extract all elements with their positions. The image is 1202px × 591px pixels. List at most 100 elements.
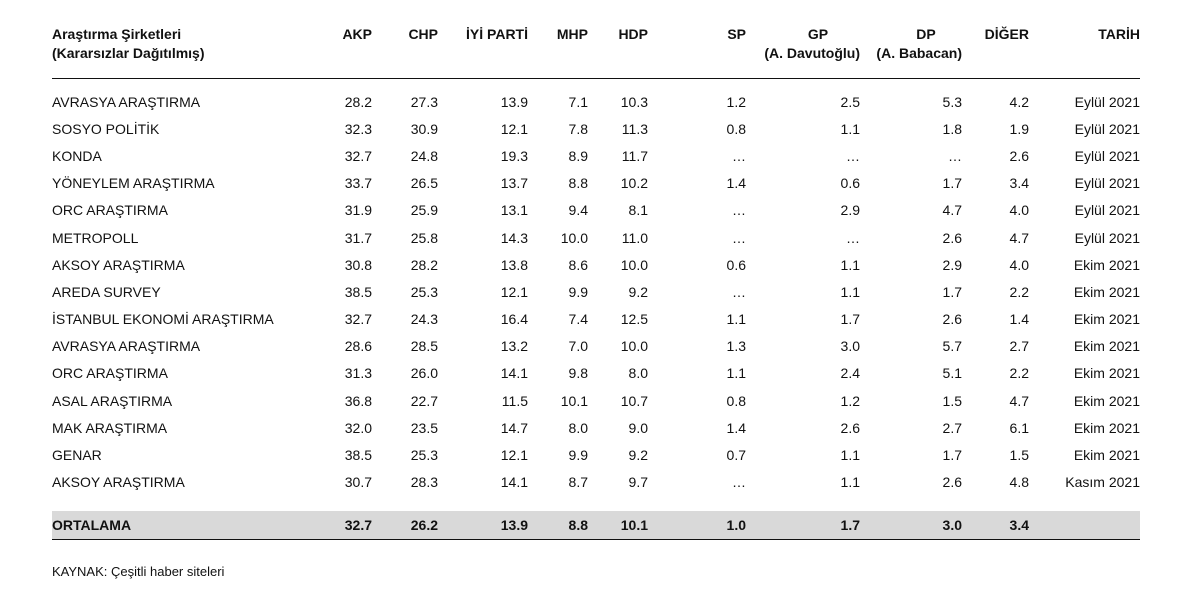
cell-tarih: Ekim 2021: [1073, 283, 1140, 300]
cell-dp: 1.7: [942, 447, 962, 464]
avg-cell-diger: 3.4: [1009, 517, 1029, 534]
cell-sp: 1.2: [726, 93, 746, 110]
cell-iyi: 14.1: [500, 474, 528, 491]
cell-name: SOSYO POLİTİK: [52, 120, 160, 137]
cell-akp: 31.7: [344, 229, 372, 246]
cell-iyi: 14.7: [500, 419, 528, 436]
cell-gp: 1.7: [840, 311, 860, 328]
table-row: AKSOY ARAŞTIRMA 30.8 28.2 13.8 8.6 10.0 0.6 1.1…: [52, 251, 1140, 278]
cell-dp: 1.8: [942, 120, 962, 137]
header-hdp: HDP: [618, 26, 648, 42]
cell-mhp: 10.1: [560, 392, 588, 409]
avg-cell-sp: 1.0: [726, 517, 746, 534]
cell-gp: 2.5: [840, 93, 860, 110]
cell-dp: 2.6: [942, 229, 962, 246]
cell-iyi: 13.1: [500, 202, 528, 219]
avg-cell-dp: 3.0: [942, 517, 962, 534]
cell-gp: 1.1: [840, 283, 860, 300]
cell-hdp: 9.2: [628, 447, 648, 464]
cell-mhp: 7.8: [568, 120, 588, 137]
cell-tarih: Ekim 2021: [1073, 338, 1140, 355]
cell-hdp: 10.0: [620, 338, 648, 355]
cell-iyi: 11.5: [501, 392, 528, 409]
cell-tarih: Eylül 2021: [1074, 229, 1140, 246]
cell-gp: 2.9: [840, 202, 860, 219]
header-iyi: İYİ PARTİ: [466, 26, 528, 42]
cell-akp: 31.9: [344, 202, 372, 219]
cell-mhp: 9.8: [568, 365, 588, 382]
cell-gp: 1.2: [840, 392, 860, 409]
table-row: METROPOLL 31.7 25.8 14.3 10.0 11.0 … … 2.6 4.7 Eyl…: [52, 224, 1140, 251]
table-row: AVRASYA ARAŞTIRMA 28.6 28.5 13.2 7.0 10.0 1.3 3…: [52, 333, 1140, 360]
cell-diger: 4.2: [1009, 93, 1029, 110]
cell-tarih: Eylül 2021: [1074, 175, 1140, 192]
cell-diger: 2.6: [1009, 147, 1029, 164]
avg-cell-chp: 26.2: [410, 517, 438, 534]
cell-chp: 25.3: [410, 447, 438, 464]
cell-mhp: 8.8: [568, 175, 588, 192]
poll-table-container: Araştırma Şirketleri (Kararsızlar Dağıtı…: [52, 0, 1140, 540]
cell-sp: 1.4: [726, 419, 746, 436]
cell-gp: 2.4: [840, 365, 860, 382]
cell-hdp: 10.2: [620, 175, 648, 192]
cell-tarih: Eylül 2021: [1074, 147, 1140, 164]
cell-tarih: Kasım 2021: [1065, 474, 1140, 491]
cell-mhp: 8.6: [568, 256, 588, 273]
table-row: GENAR 38.5 25.3 12.1 9.9 9.2 0.7 1.1 1.7 1.5 Ekim …: [52, 441, 1140, 468]
cell-name: İSTANBUL EKONOMİ ARAŞTIRMA: [52, 311, 274, 328]
avg-cell-mhp: 8.8: [568, 517, 588, 534]
table-row: ASAL ARAŞTIRMA 36.8 22.7 11.5 10.1 10.7 0.8 1.2…: [52, 387, 1140, 414]
cell-tarih: Ekim 2021: [1073, 311, 1140, 328]
cell-hdp: 10.7: [620, 392, 648, 409]
cell-akp: 31.3: [344, 365, 372, 382]
cell-name: KONDA: [52, 147, 102, 164]
header-mhp: MHP: [556, 26, 588, 42]
cell-chp: 25.9: [410, 202, 438, 219]
cell-dp: 5.3: [942, 93, 962, 110]
cell-chp: 26.0: [410, 365, 438, 382]
header-row: Araştırma Şirketleri (Kararsızlar Dağıtı…: [52, 0, 1140, 78]
cell-hdp: 12.5: [620, 311, 648, 328]
average-row: ORTALAMA 32.7 26.2 13.9 8.8 10.1 1.0 1.7 3.0 3.4: [52, 510, 1140, 540]
cell-name: AKSOY ARAŞTIRMA: [52, 474, 185, 491]
cell-gp: 2.6: [840, 419, 860, 436]
cell-gp: 1.1: [840, 120, 860, 137]
cell-chp: 25.3: [410, 283, 438, 300]
cell-akp: 32.0: [344, 419, 372, 436]
table-row: YÖNEYLEM ARAŞTIRMA 33.7 26.5 13.7 8.8 10.2 1.4…: [52, 170, 1140, 197]
cell-name: AKSOY ARAŞTIRMA: [52, 256, 185, 273]
cell-akp: 30.7: [344, 474, 372, 491]
cell-gp: …: [846, 229, 860, 246]
cell-hdp: 10.0: [620, 256, 648, 273]
cell-akp: 30.8: [344, 256, 372, 273]
cell-iyi: 14.3: [500, 229, 528, 246]
cell-sp: 1.1: [726, 311, 746, 328]
cell-mhp: 7.4: [568, 311, 588, 328]
cell-gp: 0.6: [840, 175, 860, 192]
cell-tarih: Eylül 2021: [1074, 202, 1140, 219]
cell-mhp: 8.0: [568, 419, 588, 436]
cell-tarih: Eylül 2021: [1074, 93, 1140, 110]
cell-iyi: 13.9: [500, 93, 528, 110]
avg-cell-akp: 32.7: [344, 517, 372, 534]
cell-chp: 27.3: [410, 93, 438, 110]
cell-mhp: 8.7: [568, 474, 588, 491]
cell-chp: 24.8: [410, 147, 438, 164]
cell-diger: 3.4: [1009, 175, 1029, 192]
cell-iyi: 14.1: [500, 365, 528, 382]
cell-tarih: Eylül 2021: [1074, 120, 1140, 137]
poll-table: Araştırma Şirketleri (Kararsızlar Dağıtı…: [52, 0, 1140, 540]
cell-akp: 28.2: [344, 93, 372, 110]
table-row: ORC ARAŞTIRMA 31.3 26.0 14.1 9.8 8.0 1.1 2.4 5.1…: [52, 360, 1140, 387]
header-dp: DP (A. Babacan): [876, 26, 962, 61]
cell-sp: 1.1: [726, 365, 746, 382]
cell-iyi: 12.1: [500, 447, 528, 464]
cell-hdp: 8.1: [628, 202, 648, 219]
cell-tarih: Ekim 2021: [1073, 256, 1140, 273]
cell-diger: 4.8: [1009, 474, 1029, 491]
cell-mhp: 7.0: [568, 338, 588, 355]
cell-mhp: 8.9: [568, 147, 588, 164]
cell-iyi: 13.2: [500, 338, 528, 355]
cell-dp: 2.6: [942, 311, 962, 328]
cell-hdp: 9.7: [628, 474, 648, 491]
